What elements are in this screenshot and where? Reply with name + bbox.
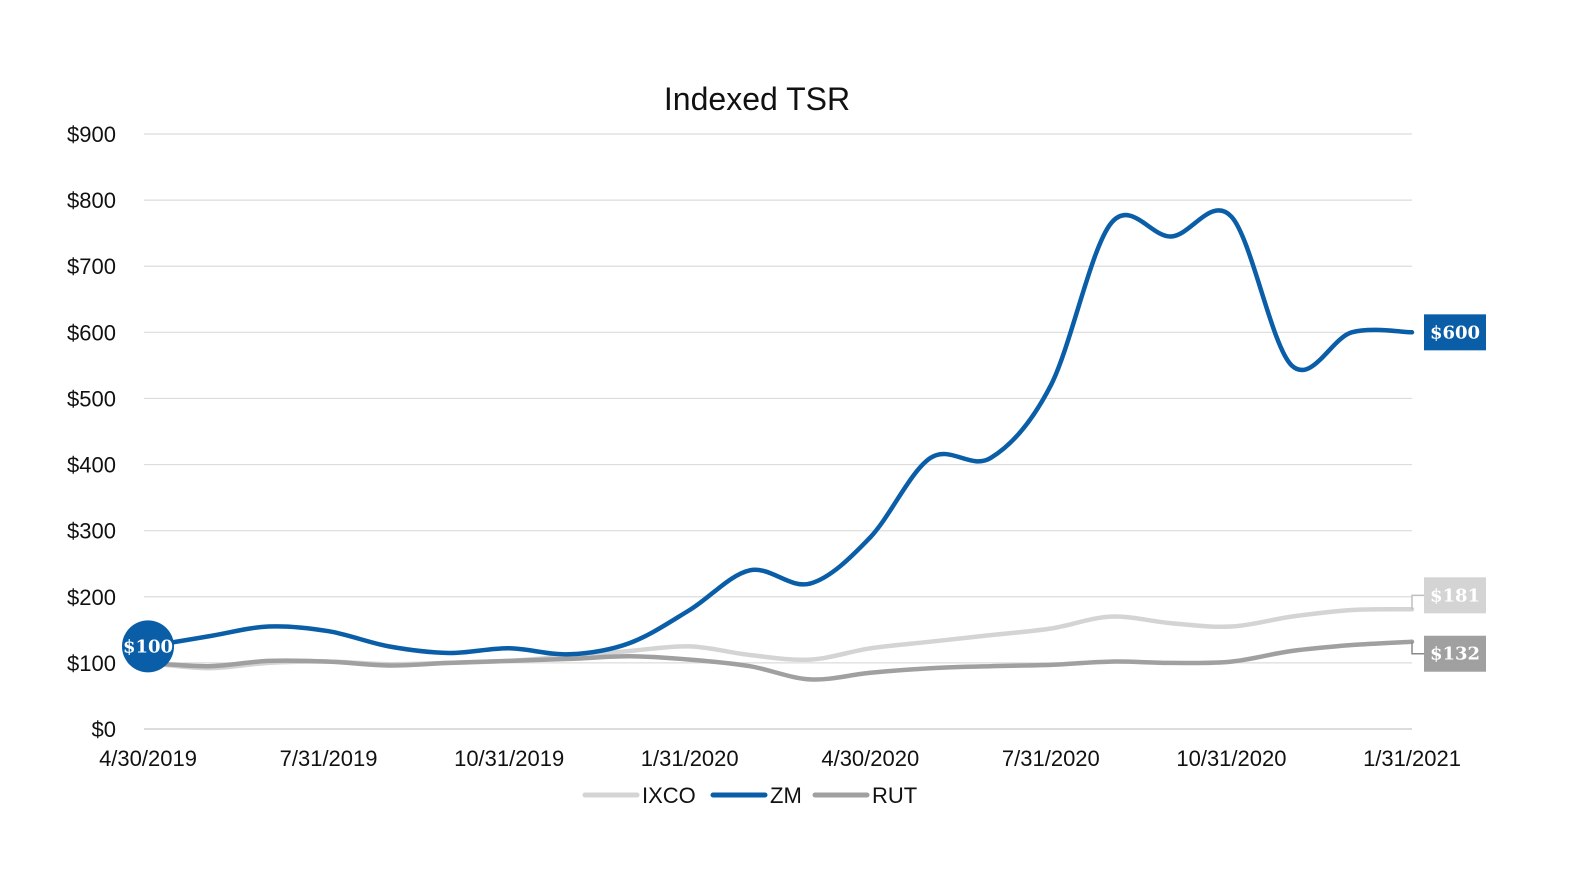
series-lines [145,208,1415,682]
x-tick-label: 4/30/2019 [99,746,197,771]
x-tick-label: 1/31/2020 [641,746,739,771]
x-axis-ticks: 4/30/2019 7/31/2019 10/31/2019 1/31/2020 4/3… [99,746,1461,771]
x-tick-label: 4/30/2020 [821,746,919,771]
end-value-label-ixco: $181 [1430,585,1480,606]
y-tick-label: $900 [67,122,116,147]
y-tick-label: $600 [67,320,116,345]
y-tick-label: $500 [67,386,116,411]
legend: IXCO ZM RUT [582,783,917,808]
series-line-rut [145,639,1415,682]
value-badges: $100 $181 $600 $132 [122,314,1486,673]
y-tick-label: $300 [67,519,116,544]
x-tick-label: 10/31/2019 [454,746,564,771]
leader-line-rut [1411,641,1424,655]
leader-line-ixco [1411,594,1424,610]
series-line-ixco [145,606,1415,671]
start-value-label: $100 [123,636,173,657]
chart-title: Indexed TSR [664,81,850,117]
x-tick-label: 7/31/2020 [1002,746,1100,771]
y-tick-label: $100 [67,651,116,676]
legend-label-ixco: IXCO [642,783,696,808]
series-line-zm [145,208,1415,657]
y-tick-label: $200 [67,585,116,610]
start-value-badge [122,620,174,673]
x-tick-label: 1/31/2021 [1363,746,1461,771]
end-value-badge-zm [1424,314,1486,351]
y-tick-label: $800 [67,188,116,213]
end-value-badge-rut [1424,635,1486,672]
legend-label-rut: RUT [872,783,917,808]
legend-label-zm: ZM [770,783,802,808]
end-value-label-rut: $132 [1430,644,1480,665]
x-tick-label: 10/31/2020 [1176,746,1286,771]
y-axis-ticks: $0 $100 $200 $300 $400 $500 $600 $700 $800 $900 [67,122,116,742]
y-tick-label: $700 [67,254,116,279]
end-value-label-zm: $600 [1430,322,1480,343]
y-tick-label: $0 [92,717,116,742]
x-tick-label: 7/31/2019 [280,746,378,771]
end-value-badge-ixco [1424,577,1486,614]
y-tick-label: $400 [67,453,116,478]
gridlines [144,133,1412,730]
